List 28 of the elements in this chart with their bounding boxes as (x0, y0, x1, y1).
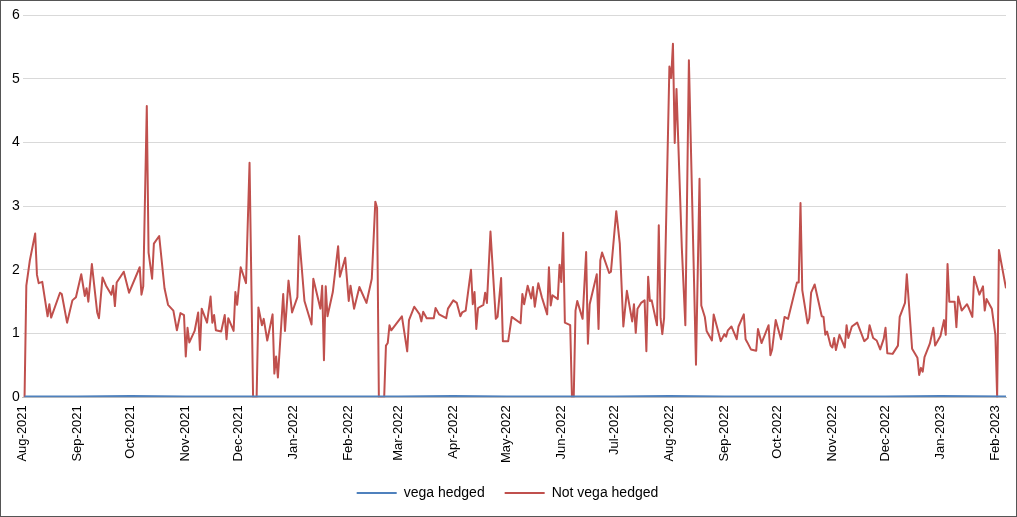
x-tick-label: Aug-2021 (14, 405, 30, 462)
x-tick-label: Oct-2021 (122, 405, 138, 459)
x-tick-label: Mar-2022 (389, 405, 405, 461)
x-tick-label: Sep-2022 (715, 405, 731, 462)
y-tick-label: 2 (11, 260, 20, 277)
x-tick-label: Apr-2022 (444, 405, 460, 459)
x-tick-label: Oct-2022 (769, 405, 785, 459)
y-tick-label: 1 (11, 324, 20, 341)
legend-label: vega hedged (403, 483, 485, 500)
x-tick-label: Jul-2022 (606, 405, 622, 456)
x-tick-label: Jun-2022 (552, 405, 568, 460)
x-tick-label: Feb-2022 (340, 405, 356, 461)
y-tick-label: 3 (11, 196, 20, 213)
x-tick-label: Jan-2022 (285, 405, 301, 460)
y-tick-label: 4 (11, 133, 20, 150)
x-tick-label: Dec-2021 (230, 405, 246, 462)
y-tick-label: 5 (11, 69, 20, 86)
y-tick-label: 6 (11, 5, 20, 22)
x-tick-label: Dec-2022 (877, 405, 893, 462)
x-tick-label: Feb-2023 (986, 405, 1002, 461)
x-tick-label: Nov-2022 (823, 405, 839, 462)
x-tick-label: May-2022 (498, 405, 513, 463)
x-tick-label: Jan-2023 (932, 405, 948, 460)
x-tick-label: Nov-2021 (177, 405, 193, 462)
x-tick-label: Aug-2022 (660, 405, 676, 462)
y-tick-label: 0 (11, 388, 20, 405)
legend-label: Not vega hedged (551, 483, 659, 500)
x-tick-label: Sep-2021 (69, 405, 85, 462)
